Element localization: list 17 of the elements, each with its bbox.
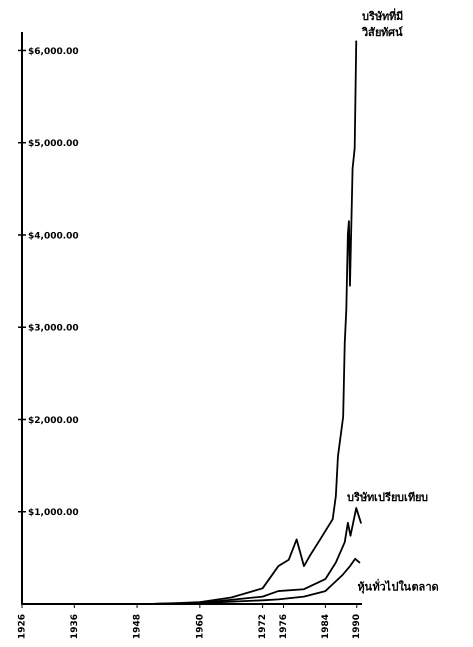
x-tick-label: 1926 <box>17 614 28 640</box>
y-tick-label: $4,000.00 <box>28 231 79 242</box>
y-tick-label: $2,000.00 <box>28 416 79 426</box>
x-tick-label: 1984 <box>320 614 331 640</box>
y-tick-label: $1,000.00 <box>28 508 79 518</box>
x-tick-label: 1948 <box>132 614 143 640</box>
y-tick-label: $3,000.00 <box>28 324 79 334</box>
y-tick-label: $6,000.00 <box>28 46 79 57</box>
series-label: บริษัทที่มี วิสัยทัศน์ <box>361 8 404 39</box>
x-tick-label: 1990 <box>352 614 362 640</box>
x-tick-label: 1960 <box>195 614 206 640</box>
x-tick-label: 1972 <box>258 614 268 640</box>
series-label: บริษัทเปรียบเทียบ <box>346 490 428 504</box>
series-label: หุ้นทั่วไปในตลาด <box>357 578 438 594</box>
y-tick-label: $5,000.00 <box>28 139 79 150</box>
x-tick-label: 1976 <box>278 614 290 640</box>
x-tick-label: 1936 <box>70 614 80 640</box>
